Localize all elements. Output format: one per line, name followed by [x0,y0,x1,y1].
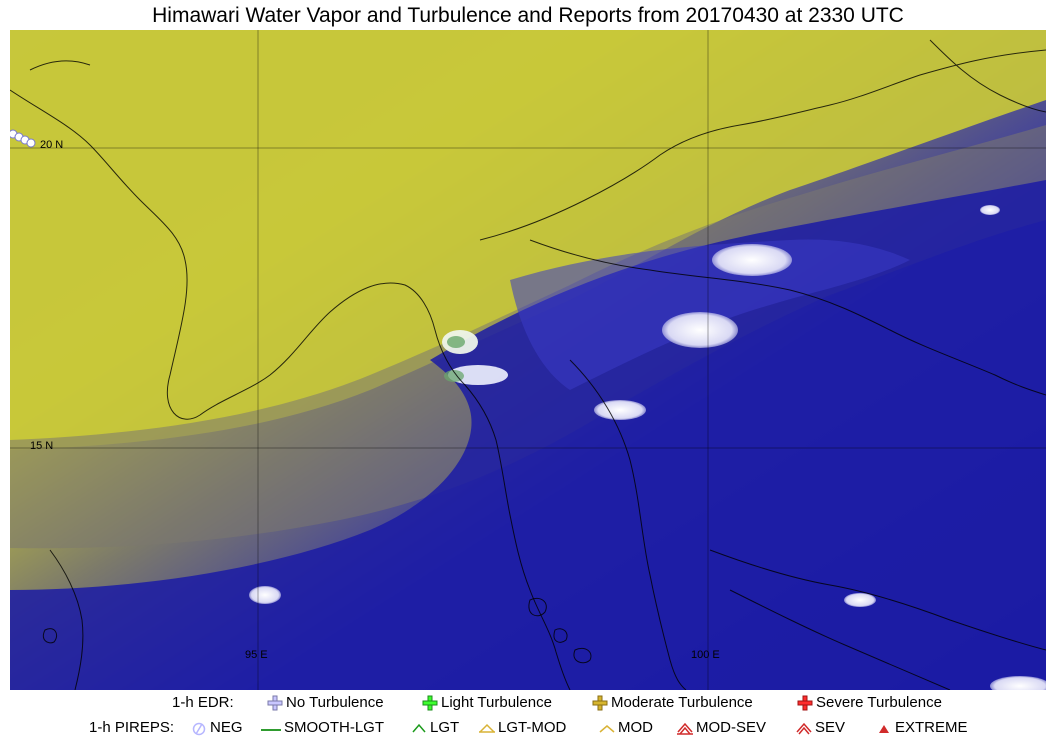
cloud [990,676,1046,690]
edr-item-label: Moderate Turbulence [611,694,753,711]
pireps-item-neg: NEG [190,719,243,737]
pireps-item-label: LGT-MOD [498,719,567,736]
pireps-item-mod: MOD [598,719,653,737]
edr-item-light-turbulence: Light Turbulence [421,694,552,712]
pireps-item-label: MOD-SEV [696,719,767,736]
pireps-item-label: SMOOTH-LGT [284,719,384,736]
grid-label-100e: 100 E [691,649,720,661]
mod-icon [598,720,616,736]
plus-icon [421,695,439,711]
moist-airmass [10,180,1046,690]
pireps-item-label: NEG [210,719,243,736]
pireps-item-mod-sev: MOD-SEV [676,719,766,737]
pirep-neg-marker [26,138,36,148]
pireps-item-sev: SEV [795,719,845,737]
map-svg [10,30,1046,690]
pireps-item-label: LGT [430,719,460,736]
dry-airmass [10,30,1046,450]
grid-label-95e: 95 E [245,649,268,661]
pireps-item-label: EXTREME [895,719,968,736]
lgt-icon [410,720,428,736]
cloud [662,312,738,348]
plus-icon [796,695,814,711]
plus-icon [266,695,284,711]
pireps-item-label: SEV [815,719,846,736]
plus-icon [591,695,609,711]
edr-item-label: Severe Turbulence [816,694,942,711]
cloud [980,205,1000,215]
pireps-item-lgt-mod: LGT-MOD [478,719,566,737]
edr-item-label: No Turbulence [286,694,384,711]
water-vapor-map: 20 N 15 N 95 E 100 E [10,30,1046,690]
convective-cell [448,365,508,385]
smooth-lgt-icon [260,720,282,736]
edr-item-label: Light Turbulence [441,694,552,711]
sev-icon [795,720,813,736]
edr-item-moderate-turbulence: Moderate Turbulence [591,694,753,712]
pireps-item-label: MOD [618,719,653,736]
coastlines [10,39,1046,690]
neg-icon [190,720,208,736]
cloud [594,400,646,420]
pireps-item-extreme: EXTREME [875,719,968,737]
convective-core [447,336,465,348]
extreme-icon [875,720,893,736]
edr-item-no-turbulence: No Turbulence [266,694,384,712]
map-title: Himawari Water Vapor and Turbulence and … [152,4,904,27]
islands [42,597,592,664]
cloud [712,244,792,276]
edr-item-severe-turbulence: Severe Turbulence [796,694,942,712]
pireps-legend-label: 1-h PIREPS: [89,719,175,736]
lgt-mod-icon [478,720,496,736]
cloud [844,593,876,607]
grid-label-20n: 20 N [40,139,64,151]
pireps-item-smooth-lgt: SMOOTH-LGT [260,719,384,737]
grid-label-15n: 15 N [30,440,54,452]
pirep-neg-markers [10,129,36,148]
cloud [249,586,281,604]
pireps-item-lgt: LGT [410,719,459,737]
edr-legend-label: 1-h EDR: [172,694,234,711]
mod-sev-icon [676,720,694,736]
